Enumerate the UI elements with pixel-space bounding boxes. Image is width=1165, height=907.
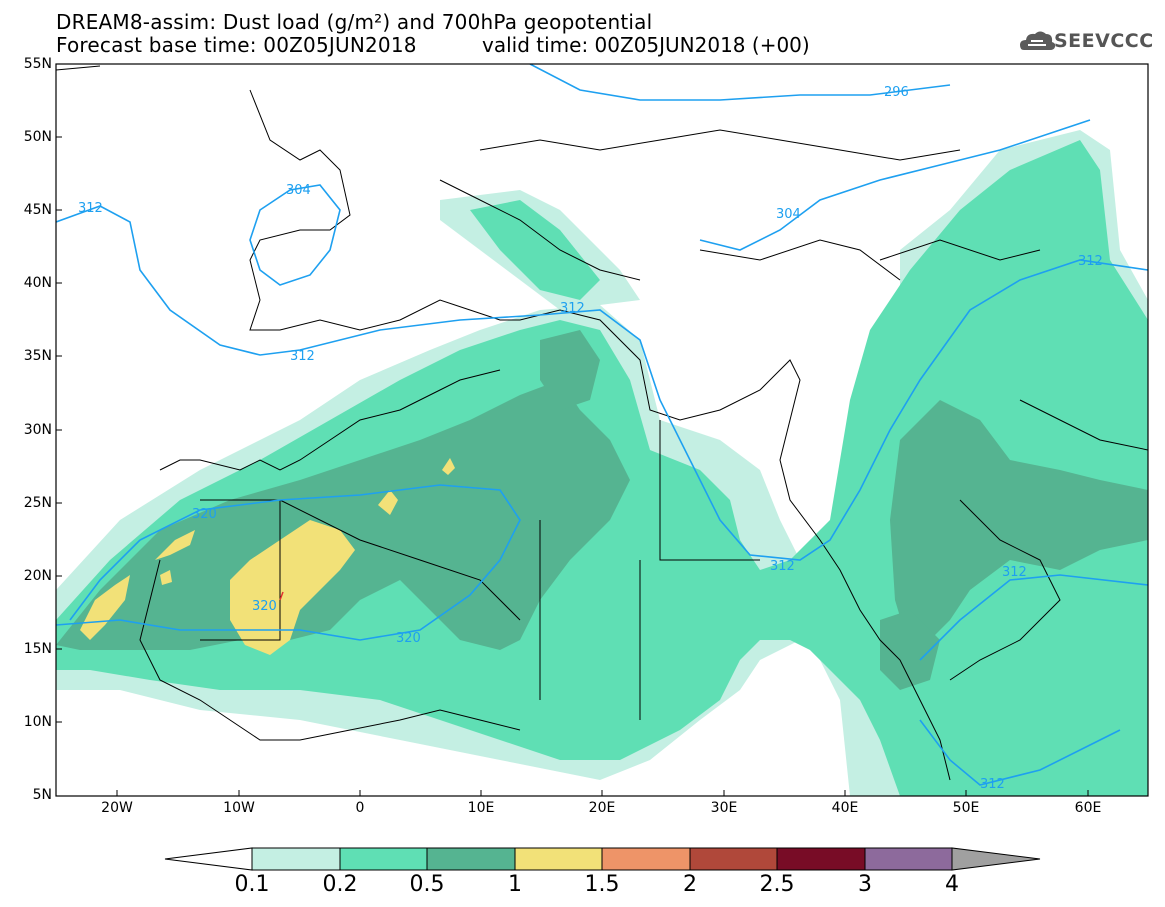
peak-marker [279,591,284,601]
colorbar-label: 0.1 [234,872,270,897]
contour-label: 312 [980,777,1005,792]
lon-label: 60E [1074,800,1102,816]
colorbar-segment [251,847,341,871]
map-title: DREAM8-assim: Dust load (g/m²) and 700hP… [56,10,653,34]
logo-text: SEEVCCC [1054,30,1154,52]
dust-band-0.5 [56,330,1148,690]
colorbar-label: 3 [858,872,872,897]
forecast-base-time: Forecast base time: 00Z05JUN2018 [56,33,417,57]
lon-label: 50E [952,800,980,816]
colorbar [164,847,1041,871]
contour-label: 312 [1078,254,1103,269]
contour-label: 304 [286,183,311,198]
lat-label: 55N [23,56,52,72]
colorbar-label: 1 [508,872,522,897]
lon-label: 40E [831,800,859,816]
lat-label: 40N [23,275,52,291]
lon-label: 20E [588,800,616,816]
dust-band-1 [80,458,455,655]
contour-label: 312 [78,201,103,216]
lat-label: 15N [23,641,52,657]
cloud-logo-icon [1020,31,1056,50]
contour-label: 320 [396,631,421,646]
contour-label: 312 [770,559,795,574]
axis-ticks [56,63,1089,796]
lon-label: 0 [355,800,365,816]
contour-label: 304 [776,207,801,222]
contour-label: 296 [884,85,909,100]
contour-label: 312 [290,349,315,364]
lon-label: 30E [710,800,738,816]
colorbar-segment [601,847,691,871]
contour-label: 312 [1002,565,1027,580]
colorbar-segment [776,847,866,871]
contour-label-group: 296 304 304 312 312 312 312 312 312 312 … [78,85,1103,792]
colorbar-label: 2.5 [759,872,795,897]
lat-label: 25N [23,495,52,511]
colorbar-segment [339,847,428,871]
lat-label: 20N [23,568,52,584]
lat-label: 5N [32,787,52,803]
colorbar-label: 0.5 [409,872,445,897]
colorbar-label: 4 [945,872,959,897]
lat-label: 30N [23,422,52,438]
lat-label: 35N [23,348,52,364]
colorbar-segment [514,847,603,871]
contour-label: 320 [252,599,277,614]
lon-label: 10E [467,800,495,816]
colorbar-low-arrow [164,847,253,871]
contour-label: 320 [192,507,217,522]
lat-label: 45N [23,202,52,218]
colorbar-label: 0.2 [322,872,358,897]
colorbar-segment [426,847,516,871]
colorbar-label: 2 [683,872,697,897]
colorbar-segment [689,847,778,871]
geopotential-contours [56,64,1148,786]
colorbar-segment [864,847,953,871]
lon-label: 20W [101,800,133,816]
valid-time: valid time: 00Z05JUN2018 (+00) [482,33,810,57]
lon-label: 10W [223,800,255,816]
lat-label: 10N [23,714,52,730]
colorbar-high-arrow [951,847,1041,871]
contour-label: 312 [560,301,585,316]
colorbar-label: 1.5 [584,872,620,897]
lat-label: 50N [23,129,52,145]
